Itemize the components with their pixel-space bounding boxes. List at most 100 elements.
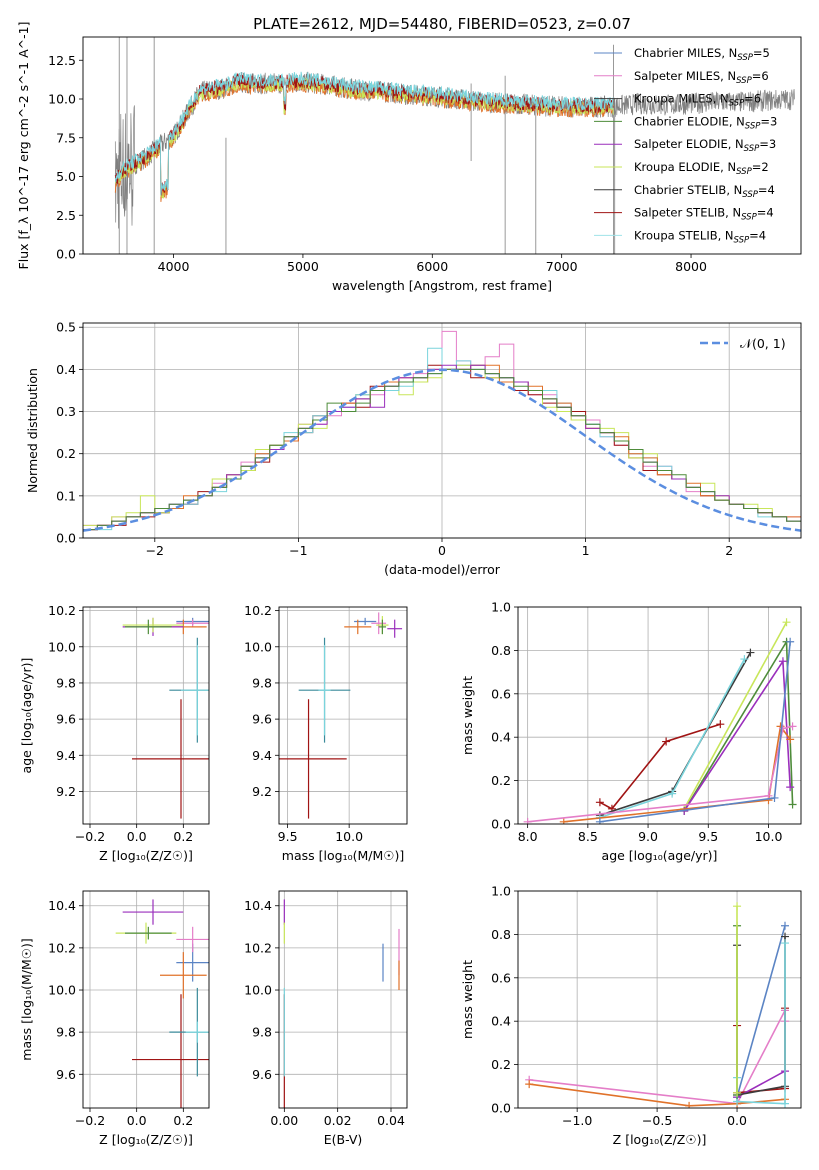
y-tick-label: 0.0 [56,531,76,546]
plot-area [518,607,801,824]
y-tick-label: 0.1 [56,488,76,503]
weight-marker [733,902,742,911]
x-axis-label: wavelength [Angstrom, rest frame] [332,278,552,293]
x-axis-label: (data-model)/error [384,562,501,577]
legend-subscript: SSP [741,213,757,223]
legend-suffix: =6 [744,92,761,106]
y-tick-label: 0.6 [491,970,511,985]
y-tick-label: 9.6 [252,712,272,727]
y-tick-label: 5.0 [56,169,76,184]
x-tick-label: 8000 [675,259,707,274]
y-tick-label: 9.6 [56,712,76,727]
histogram-legend: 𝒩(0, 1) [700,336,786,351]
gaussian-curve [83,368,801,532]
plot-marks [122,617,209,819]
y-tick-label: 9.8 [252,675,272,690]
y-tick-label: 0.4 [491,1014,511,1029]
age-vs-metallicity-panel: −0.2 0.0 0.2 9.2 9.4 9.6 9.8 10.0 10.2 Z [log₁₀(Z… [19,603,210,863]
legend-suffix: =5 [753,46,770,60]
x-tick-label: −0.2 [75,1113,105,1128]
weight-marker [668,789,677,798]
x-axis-label: Z [log₁₀(Z/Z☉)] [613,1132,707,1147]
histogram-series [83,368,801,538]
plot-area [83,37,801,254]
x-tick-label: 5000 [287,259,319,274]
weight-marker [786,735,795,744]
plot-marks [523,618,797,824]
weight-marker [782,618,791,627]
x-tick-label: 10.0 [335,829,363,844]
y-tick-label: 10.2 [48,940,76,955]
y-tick-label: 0.6 [491,686,511,701]
weight-series [563,724,791,823]
weight-series [736,925,786,1098]
x-tick-label: 7000 [546,259,578,274]
weight-marker [778,724,787,733]
plot-frame [517,606,802,825]
x-axis-label: Z [log₁₀(Z/Z☉)] [99,848,193,863]
x-tick-label: 0.00 [270,1113,298,1128]
y-tick-label: 9.4 [56,748,76,763]
legend-suffix: =4 [749,228,766,242]
y-tick-label: 10.4 [48,898,76,913]
x-tick-label: 0.0 [127,1113,147,1128]
legend-entry: Salpeter STELIB, NSSP=4 [634,206,774,223]
y-tick-label: 9.2 [56,784,76,799]
weight-marker [770,793,779,802]
y-tick-label: 7.5 [56,130,76,145]
y-tick-label: 0.3 [56,404,76,419]
weight-marker [662,737,671,746]
weight-marker [685,1101,694,1108]
y-tick-label: 0.0 [491,1101,511,1116]
y-axis-label: age [log₁₀(age/yr)] [19,658,34,774]
y-tick-label: 0.2 [491,1057,511,1072]
legend-subscript: SSP [742,190,758,200]
legend-subscript: SSP [736,167,752,177]
x-tick-label: 0.2 [173,1113,193,1128]
y-tick-label: 10.0 [48,983,76,998]
x-tick-label: 9.5 [698,829,718,844]
mass-vs-metallicity-panel: −0.2 0.0 0.2 9.6 9.8 10.0 10.2 10.4 Z [log₁₀(Z/Z… [19,890,210,1147]
legend-suffix: =6 [752,69,769,83]
y-tick-label: 10.0 [48,639,76,654]
y-tick-label: 1.0 [491,600,511,615]
weight-marker [781,921,790,930]
plot-marks [83,330,801,538]
weight-marker [595,817,604,824]
x-tick-label: 9.0 [638,829,658,844]
weight-marker [788,722,797,731]
legend-suffix: =3 [760,114,777,128]
y-tick-label: 0.5 [56,320,76,335]
y-tick-label: 10.0 [244,983,272,998]
plot-area [279,607,407,824]
y-tick-label: 9.8 [56,675,76,690]
legend-entry: Kroupa STELIB, NSSP=4 [634,228,766,245]
y-tick-label: 12.5 [48,53,76,68]
weight-marker [523,817,532,824]
y-tick-label: 0.8 [491,643,511,658]
y-axis-label: mass weight [460,960,475,1039]
plot-frame [278,606,408,825]
x-tick-label: −2 [146,543,164,558]
y-tick-label: 10.0 [48,92,76,107]
y-tick-label: 1.0 [491,884,511,899]
plot-frame [82,890,210,1109]
legend-entry: Chabrier ELODIE, NSSP=3 [634,114,777,131]
x-tick-label: −1 [289,543,307,558]
y-tick-label: 10.2 [244,603,272,618]
y-tick-label: 9.6 [252,1067,272,1082]
x-tick-label: 0.04 [377,1113,405,1128]
weight-series [683,621,788,810]
x-tick-label: 9.5 [278,829,298,844]
weight-series [527,725,793,823]
weight-marker [778,657,787,666]
legend-entry: Salpeter ELODIE, NSSP=3 [634,137,776,154]
y-tick-label: 9.8 [252,1025,272,1040]
weight-marker [781,939,790,948]
x-tick-label: 0 [438,543,446,558]
chart-panels: 4000 5000 6000 7000 80000.02.55.07.510.012.5… [16,22,802,1147]
y-tick-label: 9.6 [56,1067,76,1082]
x-tick-label: 6000 [416,259,448,274]
plot-area [518,891,801,1108]
